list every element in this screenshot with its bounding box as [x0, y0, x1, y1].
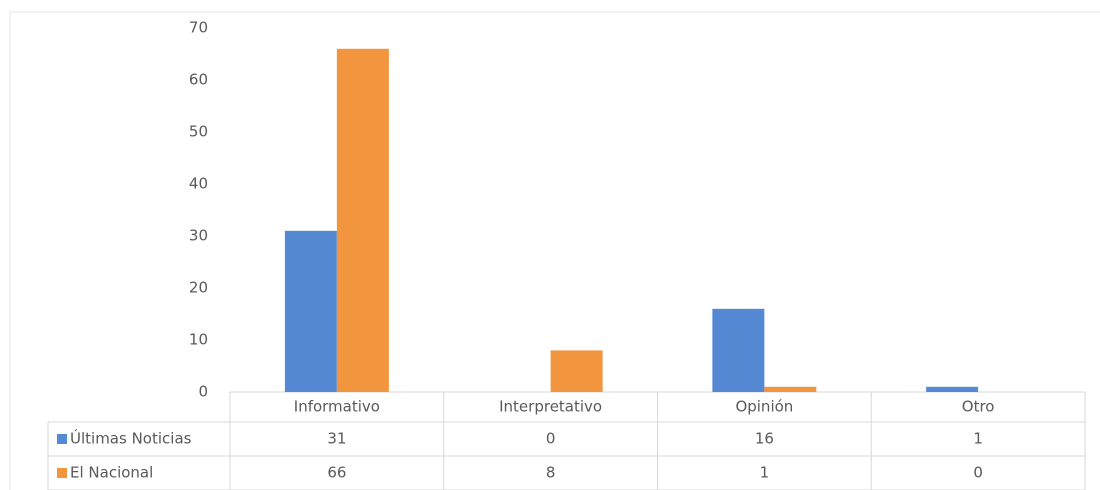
- table-value: 8: [546, 464, 556, 482]
- x-tick-label: Interpretativo: [499, 398, 602, 416]
- y-tick-label: 30: [189, 227, 208, 245]
- y-tick-label: 10: [189, 331, 208, 349]
- table-value: 0: [546, 430, 556, 448]
- bar: [926, 386, 979, 392]
- legend-swatch: [57, 434, 67, 444]
- table-value: 16: [755, 430, 774, 448]
- bar: [712, 308, 765, 392]
- y-tick-label: 50: [189, 123, 208, 141]
- table-value: 1: [760, 464, 770, 482]
- table-value: 1: [973, 430, 983, 448]
- bar: [336, 48, 389, 393]
- x-tick-label: Otro: [962, 398, 995, 416]
- legend-swatch: [57, 468, 67, 478]
- y-tick-label: 20: [189, 279, 208, 297]
- bar: [550, 350, 603, 392]
- bar: [284, 230, 337, 392]
- legend-label: El Nacional: [70, 464, 153, 482]
- y-tick-label: 0: [198, 383, 208, 401]
- x-tick-label: Informativo: [294, 398, 380, 416]
- chart-border: [9, 11, 1100, 490]
- y-tick-label: 70: [189, 19, 208, 37]
- table-value: 31: [327, 430, 346, 448]
- y-tick-label: 40: [189, 175, 208, 193]
- x-tick-label: Opinión: [735, 398, 793, 416]
- legend-label: Últimas Noticias: [70, 429, 192, 448]
- bar: [764, 386, 817, 392]
- y-tick-label: 60: [189, 71, 208, 89]
- table-value: 0: [973, 464, 983, 482]
- table-value: 66: [327, 464, 346, 482]
